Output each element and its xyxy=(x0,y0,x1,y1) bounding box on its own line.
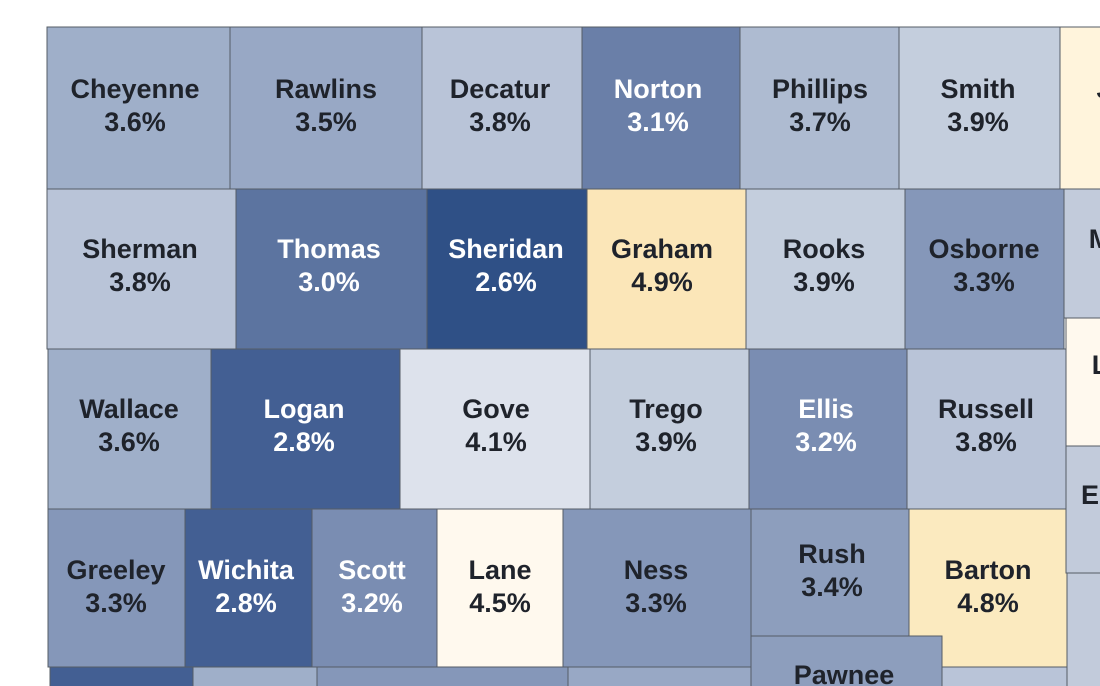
county-cheyenne-name: Cheyenne xyxy=(70,74,199,104)
county-thomas-value: 3.0% xyxy=(298,267,360,297)
edge-county-fragment-shape xyxy=(1065,445,1100,574)
county-decatur-value: 3.8% xyxy=(469,107,531,137)
edge-county-fragment-label: M xyxy=(1089,224,1100,254)
county-scott-value: 3.2% xyxy=(341,588,403,618)
edge-county-fragment-label: E xyxy=(1081,480,1099,510)
edge-county-fragment-shape xyxy=(1059,26,1100,190)
county-lane-value: 4.5% xyxy=(469,588,531,618)
county-rawlins-name: Rawlins xyxy=(275,74,377,104)
county-ellis-name: Ellis xyxy=(798,394,854,424)
county-smith-value: 3.9% xyxy=(947,107,1009,137)
county-wallace-value: 3.6% xyxy=(98,427,160,457)
county-thomas-name: Thomas xyxy=(277,234,381,264)
edge-county-fragment-shape xyxy=(1065,317,1100,447)
county-sheridan-name: Sheridan xyxy=(448,234,564,264)
county-wallace-name: Wallace xyxy=(79,394,179,424)
county-phillips-value: 3.7% xyxy=(789,107,851,137)
county-russell-name: Russell xyxy=(938,394,1034,424)
county-smith-name: Smith xyxy=(940,74,1015,104)
edge-county-fragment: J xyxy=(1059,26,1100,190)
edge-county-fragment-label: J xyxy=(1096,74,1100,104)
county-ellis-value: 3.2% xyxy=(795,427,857,457)
county-rush-name: Rush xyxy=(798,539,866,569)
county-osborne-name: Osborne xyxy=(928,234,1039,264)
county-sherman-value: 3.8% xyxy=(109,267,171,297)
edge-county-fragment-label: L xyxy=(1092,350,1100,380)
county-sheridan-value: 2.6% xyxy=(475,267,537,297)
county-lane-name: Lane xyxy=(468,555,531,585)
county-norton-name: Norton xyxy=(614,74,702,104)
edge-county-fragment: L xyxy=(1065,317,1100,447)
county-russell-value: 3.8% xyxy=(955,427,1017,457)
county-rush-value: 3.4% xyxy=(801,572,863,602)
county-scott-name: Scott xyxy=(338,555,406,585)
edge-county-fragment: E xyxy=(1065,445,1100,574)
edge-county-fragment xyxy=(1066,572,1100,686)
edge-county-fragment-shape xyxy=(1063,188,1100,319)
partial-county-2 xyxy=(192,666,318,686)
county-barton-value: 4.8% xyxy=(957,588,1019,618)
county-wichita-value: 2.8% xyxy=(215,588,277,618)
partial-county-1 xyxy=(49,666,194,686)
county-ness-value: 3.3% xyxy=(625,588,687,618)
county-logan-value: 2.8% xyxy=(273,427,335,457)
county-gove-name: Gove xyxy=(462,394,530,424)
county-cheyenne-value: 3.6% xyxy=(104,107,166,137)
county-gove-value: 4.1% xyxy=(465,427,527,457)
county-norton-value: 3.1% xyxy=(627,107,689,137)
county-phillips-name: Phillips xyxy=(772,74,868,104)
county-ness-name: Ness xyxy=(624,555,689,585)
edge-county-fragment: M xyxy=(1063,188,1100,319)
county-logan-name: Logan xyxy=(264,394,345,424)
county-trego-name: Trego xyxy=(629,394,703,424)
county-decatur-name: Decatur xyxy=(450,74,551,104)
county-greeley-value: 3.3% xyxy=(85,588,147,618)
county-graham-name: Graham xyxy=(611,234,713,264)
county-sherman-name: Sherman xyxy=(82,234,198,264)
county-rooks-value: 3.9% xyxy=(793,267,855,297)
county-osborne-value: 3.3% xyxy=(953,267,1015,297)
edge-county-fragment-shape xyxy=(1066,572,1100,686)
county-barton-name: Barton xyxy=(945,555,1032,585)
county-trego-value: 3.9% xyxy=(635,427,697,457)
county-rawlins-value: 3.5% xyxy=(295,107,357,137)
bottom-row-partial-counties xyxy=(49,666,1069,686)
county-pawnee-shape xyxy=(750,635,943,686)
county-pawnee-name: Pawnee xyxy=(794,660,895,686)
county-wichita-name: Wichita xyxy=(198,555,295,585)
county-rooks-name: Rooks xyxy=(783,234,866,264)
partial-county-5 xyxy=(941,666,1069,686)
partial-county-4 xyxy=(567,666,756,686)
county-graham-value: 4.9% xyxy=(631,267,693,297)
county-pawnee: Pawnee xyxy=(750,635,943,686)
county-greeley-name: Greeley xyxy=(66,555,165,585)
partial-county-3 xyxy=(316,666,569,686)
